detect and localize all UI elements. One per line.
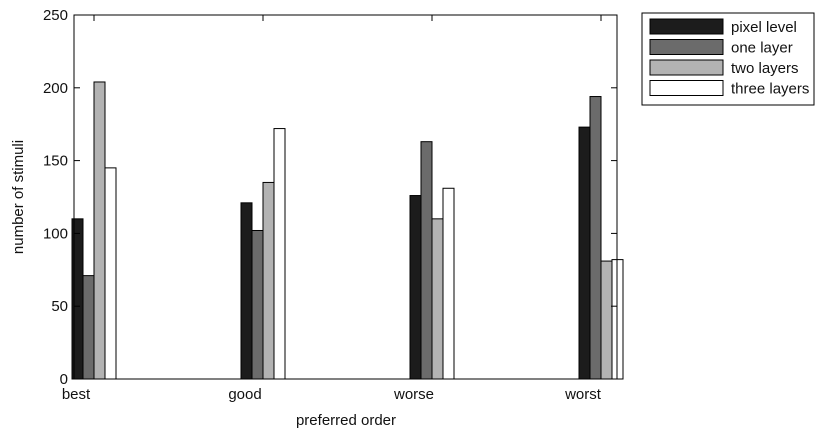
legend-swatch-one-layer <box>649 39 724 55</box>
legend-swatch-pixel-level <box>649 18 724 35</box>
y-tick-label: 250 <box>43 7 68 24</box>
x-tick-label-worse: worse <box>393 386 434 403</box>
y-tick-label: 50 <box>51 298 68 315</box>
x-tick-label-best: best <box>62 386 91 403</box>
x-tick-label-worst: worst <box>564 386 602 403</box>
bar-two-layers-good <box>262 181 275 380</box>
bar-two-layers-best <box>93 81 106 380</box>
y-tick-label: 0 <box>60 371 68 388</box>
legend: pixel level one layer two layers three laye… <box>641 12 815 106</box>
bar-three-layers-worse <box>442 187 455 380</box>
y-tick-label: 100 <box>43 225 68 242</box>
plot-frame <box>73 14 618 380</box>
bar-two-layers-worst <box>600 260 613 380</box>
x-axis-title: preferred order <box>296 412 396 429</box>
bar-one-layer-worst <box>589 96 602 380</box>
legend-swatch-three-layers <box>649 80 724 96</box>
legend-label-two-layers: two layers <box>731 60 799 77</box>
axes-layer <box>73 14 618 380</box>
bar-pixel-level-good <box>240 202 253 380</box>
bar-two-layers-worse <box>431 218 444 380</box>
bar-pixel-level-worst <box>578 126 591 380</box>
legend-label-three-layers: three layers <box>731 81 809 98</box>
y-tick-label: 200 <box>43 80 68 97</box>
x-axis: best good worse worst <box>62 15 602 403</box>
bar-three-layers-good <box>273 128 286 380</box>
bar-one-layer-worse <box>420 141 433 380</box>
legend-swatch-two-layers <box>649 59 724 76</box>
legend-label-one-layer: one layer <box>731 40 793 57</box>
bar-three-layers-best <box>104 167 117 380</box>
y-axis: 0 50 100 150 200 250 <box>43 7 617 388</box>
y-tick-label: 150 <box>43 153 68 170</box>
bar-pixel-level-worse <box>409 195 422 380</box>
bar-one-layer-best <box>82 275 95 380</box>
y-axis-title: number of stimuli <box>10 140 27 254</box>
legend-label-pixel-level: pixel level <box>731 19 797 36</box>
x-tick-label-good: good <box>228 386 261 403</box>
bars-layer <box>71 81 624 380</box>
bar-one-layer-good <box>251 229 264 380</box>
